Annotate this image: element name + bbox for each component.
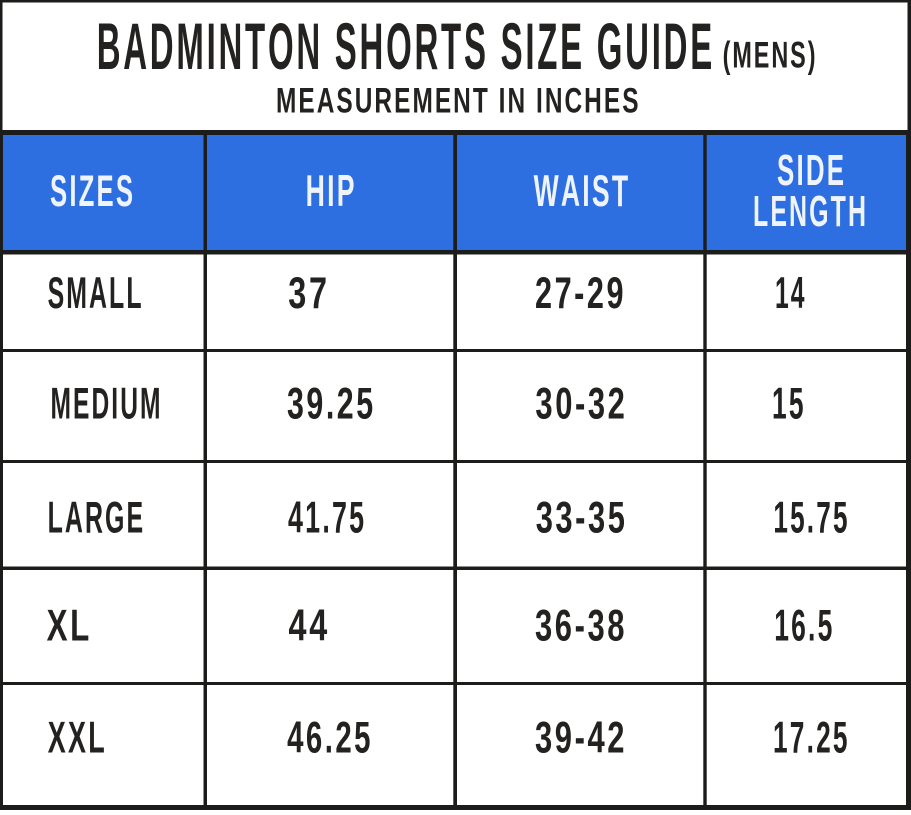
- svg-text:1 7 . 2 5: 1 7 . 2 5: [773, 714, 848, 763]
- svg-text:X L: X L: [47, 602, 90, 651]
- svg-text:M E A S U R E M E N T I N: M E A S U R E M E N T I N I N C H E S: [276, 81, 639, 121]
- svg-text:W A I S T: W A I S T: [534, 167, 629, 216]
- svg-text:1 4: 1 4: [775, 269, 805, 318]
- svg-text:3 9 . 2 5: 3 9 . 2 5: [287, 380, 373, 429]
- svg-text:3 3 - 3 5: 3 3 - 3 5: [536, 494, 625, 543]
- svg-text:H I P: H I P: [306, 167, 355, 216]
- svg-text:X X L: X X L: [48, 714, 105, 763]
- svg-text:4 6 . 2 5: 4 6 . 2 5: [287, 714, 370, 763]
- svg-text:S M A L L: S M A L L: [48, 269, 142, 318]
- svg-text:1 5: 1 5: [772, 380, 804, 429]
- svg-text:1 5 . 7 5: 1 5 . 7 5: [773, 494, 847, 543]
- svg-text:L A R G E: L A R G E: [48, 494, 144, 543]
- svg-text:1 6 . 5: 1 6 . 5: [774, 602, 832, 651]
- svg-text:4 1 . 7 5: 4 1 . 7 5: [288, 494, 364, 543]
- svg-text:( M E N S ): ( M E N S ): [723, 34, 816, 76]
- svg-text:2 7 - 2 9: 2 7 - 2 9: [535, 269, 624, 318]
- svg-text:3 0 - 3 2: 3 0 - 3 2: [535, 380, 625, 429]
- svg-text:S I Z E S: S I Z E S: [50, 167, 133, 216]
- svg-text:M E D I U M: M E D I U M: [51, 380, 161, 429]
- svg-text:B A D M I N T O N S H O R T: B A D M I N T O N S H O R T S S I Z E G …: [97, 10, 713, 84]
- svg-text:L E N G T H: L E N G T H: [753, 188, 866, 236]
- svg-text:3 7: 3 7: [288, 269, 327, 318]
- svg-text:4 4: 4 4: [289, 602, 328, 651]
- svg-text:3 6 - 3 8: 3 6 - 3 8: [535, 602, 625, 651]
- svg-text:3 9 - 4 2: 3 9 - 4 2: [535, 714, 625, 763]
